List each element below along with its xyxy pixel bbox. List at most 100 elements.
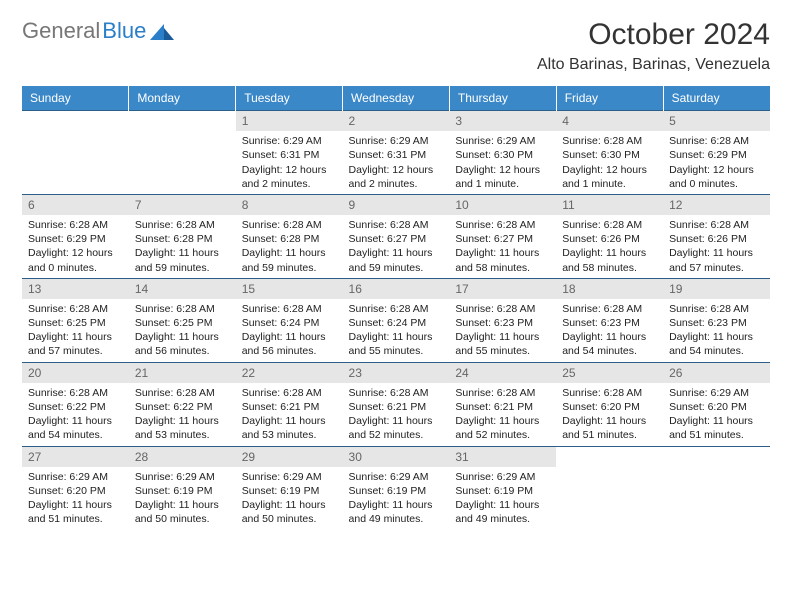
day-number: 26	[663, 363, 770, 383]
day-number: 28	[129, 447, 236, 467]
dow-header: Wednesday	[343, 86, 450, 111]
day-details: Sunrise: 6:28 AMSunset: 6:22 PMDaylight:…	[129, 383, 236, 446]
day-details: Sunrise: 6:28 AMSunset: 6:21 PMDaylight:…	[449, 383, 556, 446]
day-details: Sunrise: 6:28 AMSunset: 6:24 PMDaylight:…	[343, 299, 450, 362]
day-details: Sunrise: 6:28 AMSunset: 6:23 PMDaylight:…	[556, 299, 663, 362]
day-details: Sunrise: 6:29 AMSunset: 6:19 PMDaylight:…	[449, 467, 556, 530]
day-details: Sunrise: 6:28 AMSunset: 6:25 PMDaylight:…	[22, 299, 129, 362]
calendar-cell: 5Sunrise: 6:28 AMSunset: 6:29 PMDaylight…	[663, 111, 770, 195]
logo-text-blue: Blue	[102, 18, 146, 44]
calendar-cell: 29Sunrise: 6:29 AMSunset: 6:19 PMDayligh…	[236, 446, 343, 529]
day-number: 7	[129, 195, 236, 215]
day-details: Sunrise: 6:28 AMSunset: 6:30 PMDaylight:…	[556, 131, 663, 194]
calendar-cell: 8Sunrise: 6:28 AMSunset: 6:28 PMDaylight…	[236, 194, 343, 278]
day-details: Sunrise: 6:29 AMSunset: 6:19 PMDaylight:…	[343, 467, 450, 530]
day-number: 23	[343, 363, 450, 383]
calendar-cell: 20Sunrise: 6:28 AMSunset: 6:22 PMDayligh…	[22, 362, 129, 446]
day-number: 21	[129, 363, 236, 383]
day-number: 18	[556, 279, 663, 299]
day-details: Sunrise: 6:29 AMSunset: 6:19 PMDaylight:…	[129, 467, 236, 530]
calendar-row: 13Sunrise: 6:28 AMSunset: 6:25 PMDayligh…	[22, 278, 770, 362]
calendar-cell: 22Sunrise: 6:28 AMSunset: 6:21 PMDayligh…	[236, 362, 343, 446]
day-number: 24	[449, 363, 556, 383]
day-number: 10	[449, 195, 556, 215]
day-details: Sunrise: 6:28 AMSunset: 6:23 PMDaylight:…	[663, 299, 770, 362]
day-number: 4	[556, 111, 663, 131]
day-details: Sunrise: 6:29 AMSunset: 6:19 PMDaylight:…	[236, 467, 343, 530]
calendar-cell: 10Sunrise: 6:28 AMSunset: 6:27 PMDayligh…	[449, 194, 556, 278]
calendar-cell: 11Sunrise: 6:28 AMSunset: 6:26 PMDayligh…	[556, 194, 663, 278]
calendar-cell: 17Sunrise: 6:28 AMSunset: 6:23 PMDayligh…	[449, 278, 556, 362]
day-details: Sunrise: 6:28 AMSunset: 6:26 PMDaylight:…	[556, 215, 663, 278]
day-number: 30	[343, 447, 450, 467]
day-details: Sunrise: 6:28 AMSunset: 6:27 PMDaylight:…	[343, 215, 450, 278]
calendar-cell: 2Sunrise: 6:29 AMSunset: 6:31 PMDaylight…	[343, 111, 450, 195]
day-details: Sunrise: 6:28 AMSunset: 6:29 PMDaylight:…	[663, 131, 770, 194]
dow-header: Tuesday	[236, 86, 343, 111]
day-details: Sunrise: 6:28 AMSunset: 6:26 PMDaylight:…	[663, 215, 770, 278]
day-number: 13	[22, 279, 129, 299]
dow-header: Monday	[129, 86, 236, 111]
day-details: Sunrise: 6:28 AMSunset: 6:22 PMDaylight:…	[22, 383, 129, 446]
calendar-cell: 31Sunrise: 6:29 AMSunset: 6:19 PMDayligh…	[449, 446, 556, 529]
calendar-cell: 26Sunrise: 6:29 AMSunset: 6:20 PMDayligh…	[663, 362, 770, 446]
day-number: 2	[343, 111, 450, 131]
header: GeneralBlue October 2024 Alto Barinas, B…	[22, 18, 770, 74]
calendar-cell: 13Sunrise: 6:28 AMSunset: 6:25 PMDayligh…	[22, 278, 129, 362]
day-details: Sunrise: 6:29 AMSunset: 6:20 PMDaylight:…	[22, 467, 129, 530]
calendar-row: 27Sunrise: 6:29 AMSunset: 6:20 PMDayligh…	[22, 446, 770, 529]
logo-icon	[150, 22, 176, 40]
day-details: Sunrise: 6:28 AMSunset: 6:21 PMDaylight:…	[236, 383, 343, 446]
day-number: 22	[236, 363, 343, 383]
day-number: 29	[236, 447, 343, 467]
day-number: 11	[556, 195, 663, 215]
day-details: Sunrise: 6:29 AMSunset: 6:31 PMDaylight:…	[343, 131, 450, 194]
dow-header: Friday	[556, 86, 663, 111]
calendar-row: 20Sunrise: 6:28 AMSunset: 6:22 PMDayligh…	[22, 362, 770, 446]
day-details: Sunrise: 6:28 AMSunset: 6:20 PMDaylight:…	[556, 383, 663, 446]
calendar-table: SundayMondayTuesdayWednesdayThursdayFrid…	[22, 86, 770, 529]
calendar-cell: 15Sunrise: 6:28 AMSunset: 6:24 PMDayligh…	[236, 278, 343, 362]
day-number: 16	[343, 279, 450, 299]
day-number: 20	[22, 363, 129, 383]
day-details: Sunrise: 6:28 AMSunset: 6:24 PMDaylight:…	[236, 299, 343, 362]
calendar-cell: 28Sunrise: 6:29 AMSunset: 6:19 PMDayligh…	[129, 446, 236, 529]
day-number: 25	[556, 363, 663, 383]
calendar-cell: 30Sunrise: 6:29 AMSunset: 6:19 PMDayligh…	[343, 446, 450, 529]
calendar-cell: 3Sunrise: 6:29 AMSunset: 6:30 PMDaylight…	[449, 111, 556, 195]
day-number: 19	[663, 279, 770, 299]
day-details: Sunrise: 6:29 AMSunset: 6:30 PMDaylight:…	[449, 131, 556, 194]
calendar-cell: 19Sunrise: 6:28 AMSunset: 6:23 PMDayligh…	[663, 278, 770, 362]
calendar-cell: 16Sunrise: 6:28 AMSunset: 6:24 PMDayligh…	[343, 278, 450, 362]
day-number: 14	[129, 279, 236, 299]
calendar-cell: ..	[22, 111, 129, 195]
day-details: Sunrise: 6:29 AMSunset: 6:20 PMDaylight:…	[663, 383, 770, 446]
calendar-cell: 9Sunrise: 6:28 AMSunset: 6:27 PMDaylight…	[343, 194, 450, 278]
location: Alto Barinas, Barinas, Venezuela	[537, 56, 770, 74]
day-number: 5	[663, 111, 770, 131]
calendar-cell: 1Sunrise: 6:29 AMSunset: 6:31 PMDaylight…	[236, 111, 343, 195]
day-number: 27	[22, 447, 129, 467]
dow-header: Sunday	[22, 86, 129, 111]
day-number: 31	[449, 447, 556, 467]
day-details: Sunrise: 6:28 AMSunset: 6:29 PMDaylight:…	[22, 215, 129, 278]
day-number: 15	[236, 279, 343, 299]
day-number: 6	[22, 195, 129, 215]
day-number: 8	[236, 195, 343, 215]
day-details: Sunrise: 6:29 AMSunset: 6:31 PMDaylight:…	[236, 131, 343, 194]
dow-header: Thursday	[449, 86, 556, 111]
month-title: October 2024	[537, 18, 770, 52]
day-details: Sunrise: 6:28 AMSunset: 6:28 PMDaylight:…	[236, 215, 343, 278]
calendar-cell: ..	[129, 111, 236, 195]
calendar-cell: 24Sunrise: 6:28 AMSunset: 6:21 PMDayligh…	[449, 362, 556, 446]
calendar-row: ....1Sunrise: 6:29 AMSunset: 6:31 PMDayl…	[22, 111, 770, 195]
logo: GeneralBlue	[22, 18, 176, 44]
day-number: 9	[343, 195, 450, 215]
calendar-row: 6Sunrise: 6:28 AMSunset: 6:29 PMDaylight…	[22, 194, 770, 278]
calendar-cell: 14Sunrise: 6:28 AMSunset: 6:25 PMDayligh…	[129, 278, 236, 362]
day-details: Sunrise: 6:28 AMSunset: 6:21 PMDaylight:…	[343, 383, 450, 446]
calendar-cell: 27Sunrise: 6:29 AMSunset: 6:20 PMDayligh…	[22, 446, 129, 529]
calendar-cell: 12Sunrise: 6:28 AMSunset: 6:26 PMDayligh…	[663, 194, 770, 278]
day-details: Sunrise: 6:28 AMSunset: 6:25 PMDaylight:…	[129, 299, 236, 362]
calendar-cell: 25Sunrise: 6:28 AMSunset: 6:20 PMDayligh…	[556, 362, 663, 446]
